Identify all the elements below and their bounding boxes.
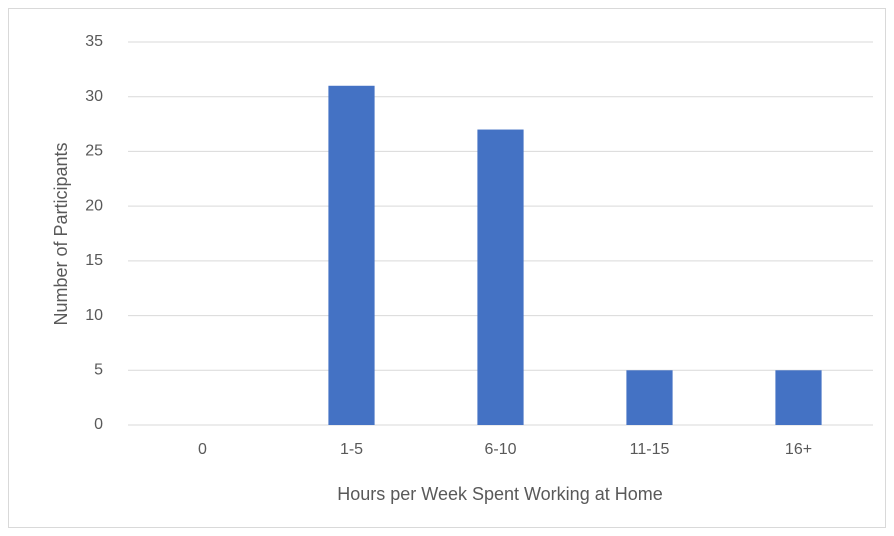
y-tick-label: 15 [85, 252, 103, 269]
y-tick-label: 25 [85, 143, 103, 160]
x-tick-label: 1-5 [340, 441, 363, 458]
chart-border [8, 8, 886, 528]
y-tick-label: 5 [94, 362, 103, 379]
y-tick-label: 35 [85, 33, 103, 50]
y-tick-label: 20 [85, 197, 103, 214]
x-tick-label: 16+ [785, 441, 812, 458]
y-tick-label: 0 [94, 416, 103, 433]
bar [626, 370, 673, 425]
x-tick-label: 11-15 [630, 441, 670, 458]
bar [775, 370, 822, 425]
x-axis-label: Hours per Week Spent Working at Home [337, 484, 662, 504]
y-tick-label: 10 [85, 307, 103, 324]
y-tick-label: 30 [85, 88, 103, 105]
x-tick-label: 6-10 [484, 441, 516, 458]
x-tick-label: 0 [198, 441, 207, 458]
bar [477, 129, 524, 426]
bar [328, 85, 375, 426]
y-axis-label: Number of Participants [51, 142, 71, 325]
